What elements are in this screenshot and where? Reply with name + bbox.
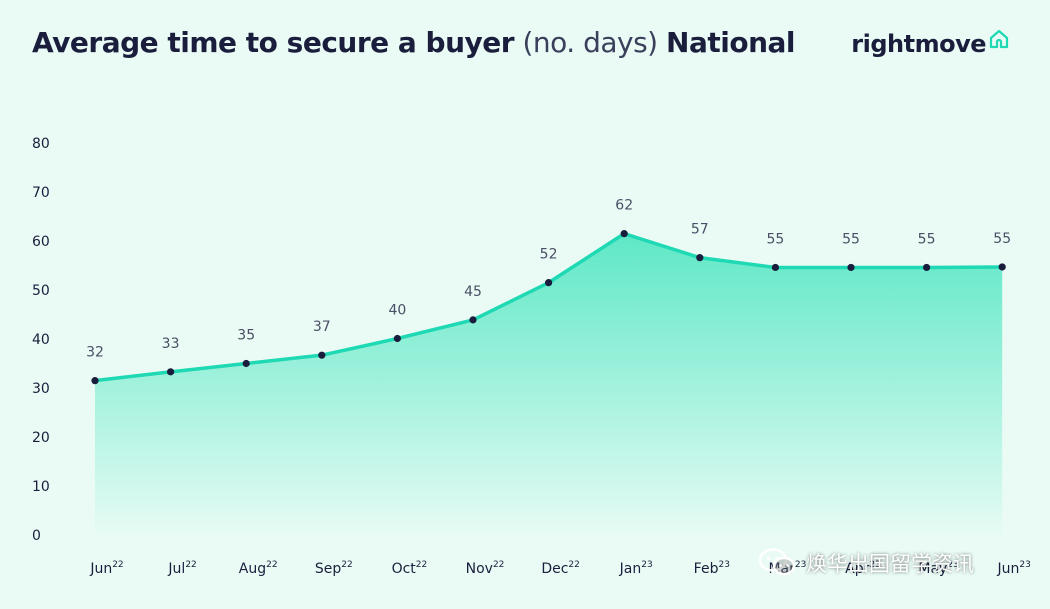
data-point	[847, 263, 855, 272]
data-point	[318, 351, 326, 359]
x-tick-label: Apr23	[845, 560, 881, 577]
data-point	[545, 279, 553, 287]
x-tick-label: Dec22	[541, 560, 580, 577]
data-point	[91, 377, 99, 385]
data-point	[167, 368, 175, 376]
wechat-icon	[758, 548, 796, 576]
house-icon	[989, 29, 1009, 49]
y-axis: 0 10 20 30 40 50 60 70 80	[32, 136, 50, 544]
title-region: National	[666, 26, 795, 59]
x-tick-label: Sep22	[315, 560, 353, 577]
data-point	[242, 359, 250, 368]
y-tick-label: 30	[32, 381, 50, 397]
data-label: 57	[691, 222, 709, 238]
data-label: 33	[162, 336, 180, 352]
title-main: Average time to secure a buyer	[32, 26, 515, 59]
data-label: 55	[766, 231, 784, 247]
data-point	[998, 263, 1006, 271]
data-point	[923, 263, 931, 272]
x-tick-label: Feb23	[694, 560, 730, 577]
data-label: 55	[842, 231, 860, 247]
title-unit: (no. days)	[522, 26, 658, 59]
data-label: 32	[86, 345, 104, 361]
watermark: 焕华出国留学资讯	[758, 547, 974, 579]
x-tick-label: Jun23	[997, 560, 1031, 577]
chart-title: Average time to secure a buyer (no. days…	[32, 26, 795, 59]
data-label: 37	[313, 319, 331, 335]
data-label: 35	[237, 328, 255, 344]
y-tick-label: 80	[32, 136, 50, 152]
y-tick-label: 20	[32, 430, 50, 446]
y-tick-label: 50	[32, 283, 50, 299]
data-point	[620, 230, 628, 238]
x-tick-label: Oct22	[392, 560, 428, 577]
y-tick-label: 60	[32, 234, 50, 250]
data-label: 55	[918, 231, 936, 247]
y-tick-label: 70	[32, 185, 50, 201]
x-tick-label: Nov22	[466, 560, 505, 577]
x-tick-label: Aug22	[239, 560, 278, 577]
x-tick-label: Jul22	[167, 560, 196, 577]
data-label: 40	[388, 303, 406, 319]
data-labels: 32 33 35 37 40 45 52 62 57 55 55 55 55	[86, 198, 1011, 361]
area-fill	[95, 233, 1003, 535]
x-tick-label: May23	[918, 560, 958, 577]
y-tick-label: 10	[32, 479, 50, 495]
watermark-text: 焕华出国留学资讯	[806, 552, 974, 576]
x-tick-label: Jun22	[89, 560, 123, 577]
data-label: 55	[993, 231, 1011, 247]
data-label: 62	[615, 198, 633, 214]
brand-logo: rightmove	[851, 29, 1010, 58]
data-point	[696, 254, 704, 262]
data-label: 45	[464, 284, 482, 300]
brand-name: rightmove	[851, 30, 986, 58]
data-point	[393, 334, 401, 343]
y-tick-label: 0	[32, 528, 41, 544]
x-tick-label: Jan23	[619, 560, 653, 577]
data-point	[771, 263, 780, 272]
y-tick-label: 40	[32, 332, 50, 348]
data-point	[469, 316, 477, 324]
data-label: 52	[540, 247, 558, 263]
data-points	[91, 230, 1006, 385]
